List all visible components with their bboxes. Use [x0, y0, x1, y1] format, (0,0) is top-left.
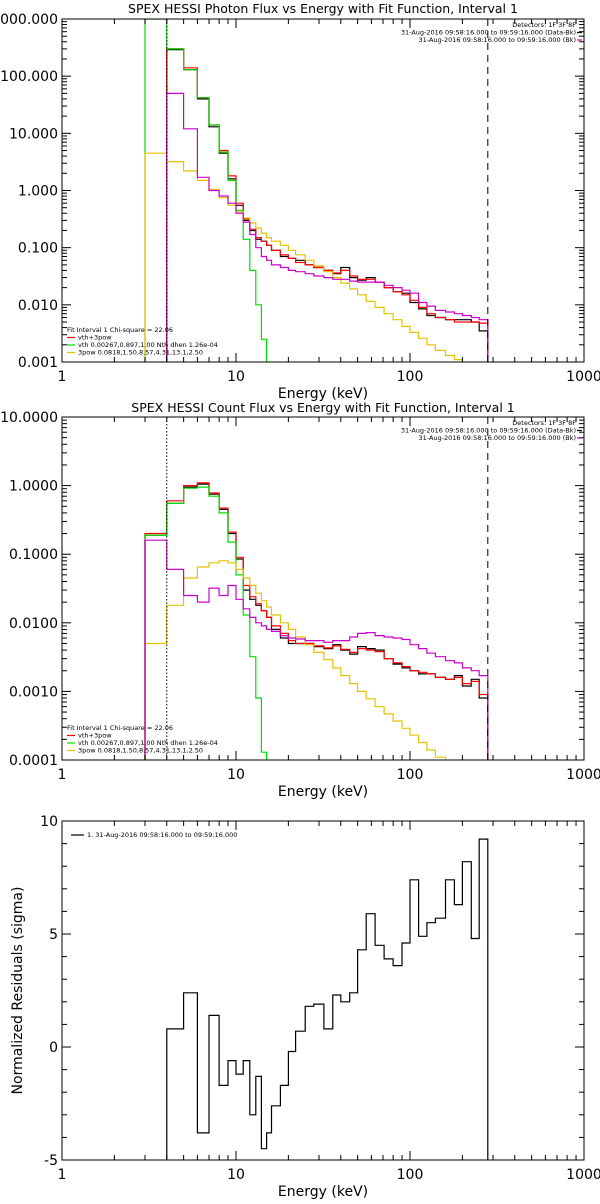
series-line-data-bk	[166, 49, 489, 362]
legend-label: 1. 31-Aug-2016 09:58:16.000 to 09:59:16.…	[87, 831, 237, 839]
header-line: Detectors: 1F 3F 8F	[512, 21, 576, 29]
chart-title: SPEX HESSI Photon Flux vs Energy with Fi…	[128, 1, 518, 16]
y-tick-label: 0.0010	[9, 684, 58, 700]
y-tick-label: 0.0100	[9, 616, 58, 632]
header-line: Detectors: 1F 3F 8F	[512, 419, 576, 427]
x-tick-label: 10	[227, 1167, 245, 1183]
header-line: 31-Aug-2016 09:58:16.000 to 09:59:16.000…	[401, 29, 576, 37]
y-tick-label: 10.000	[9, 126, 58, 142]
series-line-vth-3pow	[144, 482, 489, 760]
chart-2: SPEX HESSI Count Flux vs Energy with Fit…	[0, 400, 600, 800]
x-tick-label: 1000	[566, 767, 600, 783]
x-tick-label: 10	[227, 767, 245, 783]
series-line-data-bk	[144, 483, 489, 760]
x-tick-label: 1000	[566, 369, 600, 385]
fit-parameter-line: Fit Interval 1 Chi-square = 22.06	[67, 326, 173, 334]
series-line-vth-3pow	[166, 48, 489, 362]
chart-title: SPEX HESSI Count Flux vs Energy with Fit…	[131, 400, 514, 415]
series-group	[144, 482, 489, 760]
y-tick-label: 10	[40, 814, 58, 830]
y-tick-label: 0.010	[18, 298, 58, 314]
x-tick-label: 100	[397, 767, 424, 783]
y-tick-label: 10.0000	[0, 410, 58, 426]
series-line-vth	[144, 19, 268, 362]
fit-parameter-line: vth 0.00267,0.897,1.00 Nth dhen 1.26e-04	[78, 341, 218, 349]
x-tick-label: 1	[58, 369, 67, 385]
x-axis-label: Energy (keV)	[278, 784, 368, 800]
series-line-1-31-aug-2016-09-58-16-000-to-09-59-16-000	[166, 838, 489, 1160]
plot-frame	[61, 416, 585, 761]
series-line-bk	[166, 92, 489, 362]
series-line-vth	[144, 486, 268, 760]
x-tick-label: 1	[58, 1167, 67, 1183]
y-tick-label: 0.100	[18, 241, 58, 257]
fit-parameter-line: vth 0.00267,0.897,1.00 Nth dhen 1.26e-04	[78, 739, 218, 747]
header-line: 31-Aug-2016 09:58:16.000 to 09:59:16.000…	[401, 427, 576, 435]
y-tick-label: 0.1000	[9, 547, 58, 563]
plot-frame	[61, 18, 585, 363]
x-tick-label: 1000	[566, 1167, 600, 1183]
series-line-bk	[144, 539, 489, 760]
y-tick-label: 0.001	[18, 355, 58, 371]
chart-3: 1 10 100 1000 -5 0 5 10 Energy (keV) Normalized R…	[10, 814, 600, 1200]
x-tick-label: 100	[397, 1167, 424, 1183]
plot-frame	[61, 820, 585, 1161]
y-tick-label: 1.0000	[9, 479, 58, 495]
y-tick-label: 0	[49, 1040, 58, 1056]
y-axis-label: Normalized Residuals (sigma)	[10, 887, 26, 1095]
y-tick-label: 5	[49, 927, 58, 943]
header-line: 31-Aug-2016 09:58:16.000 to 09:59:16.000…	[419, 36, 576, 44]
fit-parameter-line: vth+3pow	[78, 732, 112, 740]
x-tick-label: 1	[58, 767, 67, 783]
y-tick-label: -5	[44, 1153, 58, 1169]
header-line: 31-Aug-2016 09:58:16.000 to 09:59:16.000…	[419, 434, 576, 442]
x-axis-label: Energy (keV)	[278, 386, 368, 402]
y-tick-label: 1000.000	[0, 12, 58, 28]
x-axis-label: Energy (keV)	[278, 1184, 368, 1200]
chart-1: SPEX HESSI Photon Flux vs Energy with Fi…	[0, 1, 600, 402]
fit-parameter-line: vth+3pow	[78, 334, 112, 342]
fit-parameter-line: Fit Interval 1 Chi-square = 22.06	[67, 724, 173, 732]
series-line-3pow	[144, 560, 447, 760]
x-tick-label: 100	[397, 369, 424, 385]
y-tick-label: 1.000	[18, 184, 58, 200]
y-tick-label: 0.0001	[9, 753, 58, 769]
fit-parameter-line: 3pow 0.0818,1.50,8.57,4.31,13.1,2.50	[78, 747, 203, 755]
fit-parameter-line: 3pow 0.0818,1.50,8.57,4.31,13.1,2.50	[78, 349, 203, 357]
y-tick-label: 100.000	[0, 69, 58, 85]
series-line-3pow	[144, 152, 463, 362]
x-tick-label: 10	[227, 369, 245, 385]
series-group	[166, 838, 489, 1160]
series-group	[144, 19, 489, 362]
